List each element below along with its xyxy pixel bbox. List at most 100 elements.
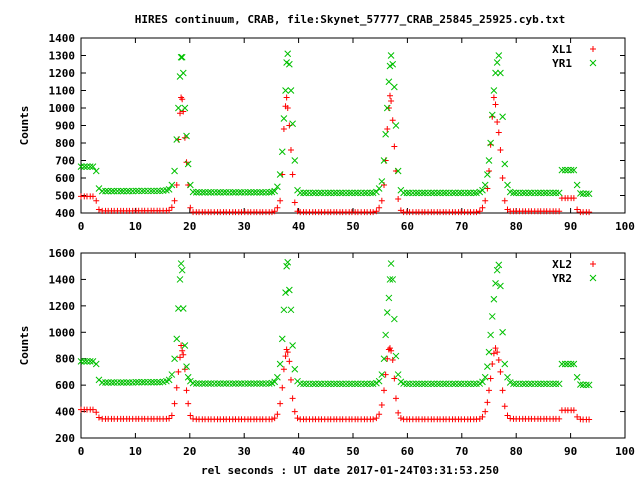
data-point	[102, 187, 109, 195]
data-point	[302, 189, 310, 197]
data-point	[382, 331, 389, 339]
data-point	[412, 380, 420, 388]
data-point	[510, 189, 517, 197]
data-point	[181, 366, 188, 373]
data-point	[455, 380, 462, 388]
data-point	[546, 189, 554, 197]
data-point	[495, 52, 503, 59]
data-point	[558, 360, 566, 368]
data-point	[177, 354, 184, 361]
data-point	[333, 380, 341, 388]
y-tick-label: 600	[55, 379, 75, 392]
data-point	[312, 380, 319, 388]
data-point	[556, 415, 563, 422]
data-point	[494, 119, 501, 125]
series-yr1	[77, 50, 593, 198]
data-point	[126, 379, 133, 386]
data-point	[183, 387, 190, 394]
data-point	[501, 197, 508, 204]
data-point	[495, 261, 503, 269]
data-point	[284, 349, 291, 356]
data-point	[244, 380, 252, 387]
data-point	[179, 347, 186, 354]
data-point	[488, 111, 496, 119]
data-point	[153, 378, 161, 386]
data-point	[89, 193, 96, 200]
data-point	[327, 380, 335, 388]
data-point	[579, 190, 587, 198]
data-point	[499, 113, 506, 121]
data-point	[415, 380, 423, 388]
data-point	[222, 380, 230, 387]
series-yr2	[77, 258, 593, 389]
data-point	[549, 380, 557, 388]
data-point	[89, 406, 96, 413]
data-point	[220, 380, 227, 387]
data-point	[421, 380, 429, 388]
data-point	[195, 380, 203, 387]
y-tick-label: 1600	[49, 247, 76, 260]
data-point	[583, 381, 590, 389]
data-point	[294, 415, 301, 422]
top-panel: 0 10 20 30 40 50 60 70 80 90 100 400 500 600 700 800 900…	[18, 32, 635, 233]
data-point	[141, 187, 149, 195]
data-point	[135, 378, 143, 386]
data-point	[283, 262, 290, 270]
data-point	[138, 187, 146, 195]
data-point	[247, 380, 255, 387]
data-point	[296, 189, 304, 197]
data-point	[274, 204, 281, 211]
data-point	[451, 189, 459, 197]
data-point	[573, 181, 581, 189]
data-point	[324, 189, 332, 197]
data-point	[282, 353, 289, 360]
data-point	[367, 380, 374, 388]
data-point	[525, 380, 533, 388]
data-point	[430, 189, 438, 197]
data-point	[179, 69, 187, 77]
data-point	[504, 181, 511, 189]
data-point	[195, 188, 203, 196]
data-point	[187, 412, 194, 419]
data-point	[289, 342, 296, 349]
data-point	[361, 189, 368, 197]
data-point	[391, 375, 398, 382]
data-point	[479, 204, 486, 211]
data-point	[214, 188, 221, 196]
data-point	[177, 53, 185, 61]
data-point	[543, 380, 551, 388]
data-point	[370, 416, 377, 423]
data-point	[573, 373, 581, 381]
data-point	[392, 122, 400, 129]
data-point	[178, 53, 186, 61]
y-tick-label: 1400	[49, 32, 76, 45]
data-point	[77, 358, 85, 365]
data-point	[370, 209, 377, 216]
data-point	[198, 380, 206, 387]
data-point	[222, 188, 230, 196]
data-point	[179, 96, 186, 103]
data-point	[132, 187, 140, 195]
data-point	[415, 189, 423, 197]
data-point	[492, 101, 499, 108]
data-point	[493, 266, 501, 274]
data-point	[171, 197, 178, 204]
data-point	[274, 411, 281, 418]
data-point	[516, 380, 523, 388]
bottom-panel: 0 10 20 30 40 50 60 70 80 90 100 200 400 600 800 1000 12…	[18, 247, 635, 458]
data-point	[424, 189, 432, 197]
data-point	[104, 379, 112, 386]
data-point	[495, 129, 502, 136]
data-point	[574, 206, 581, 213]
data-point	[168, 412, 175, 419]
data-point	[256, 380, 264, 387]
data-point	[436, 380, 444, 388]
legend-label: XL2	[552, 258, 572, 271]
y-tick-label: 1200	[49, 300, 76, 313]
data-point	[351, 189, 359, 197]
data-point	[497, 69, 504, 77]
data-point	[363, 380, 371, 388]
data-point	[556, 208, 563, 215]
data-point	[171, 355, 178, 363]
data-point	[192, 188, 200, 196]
